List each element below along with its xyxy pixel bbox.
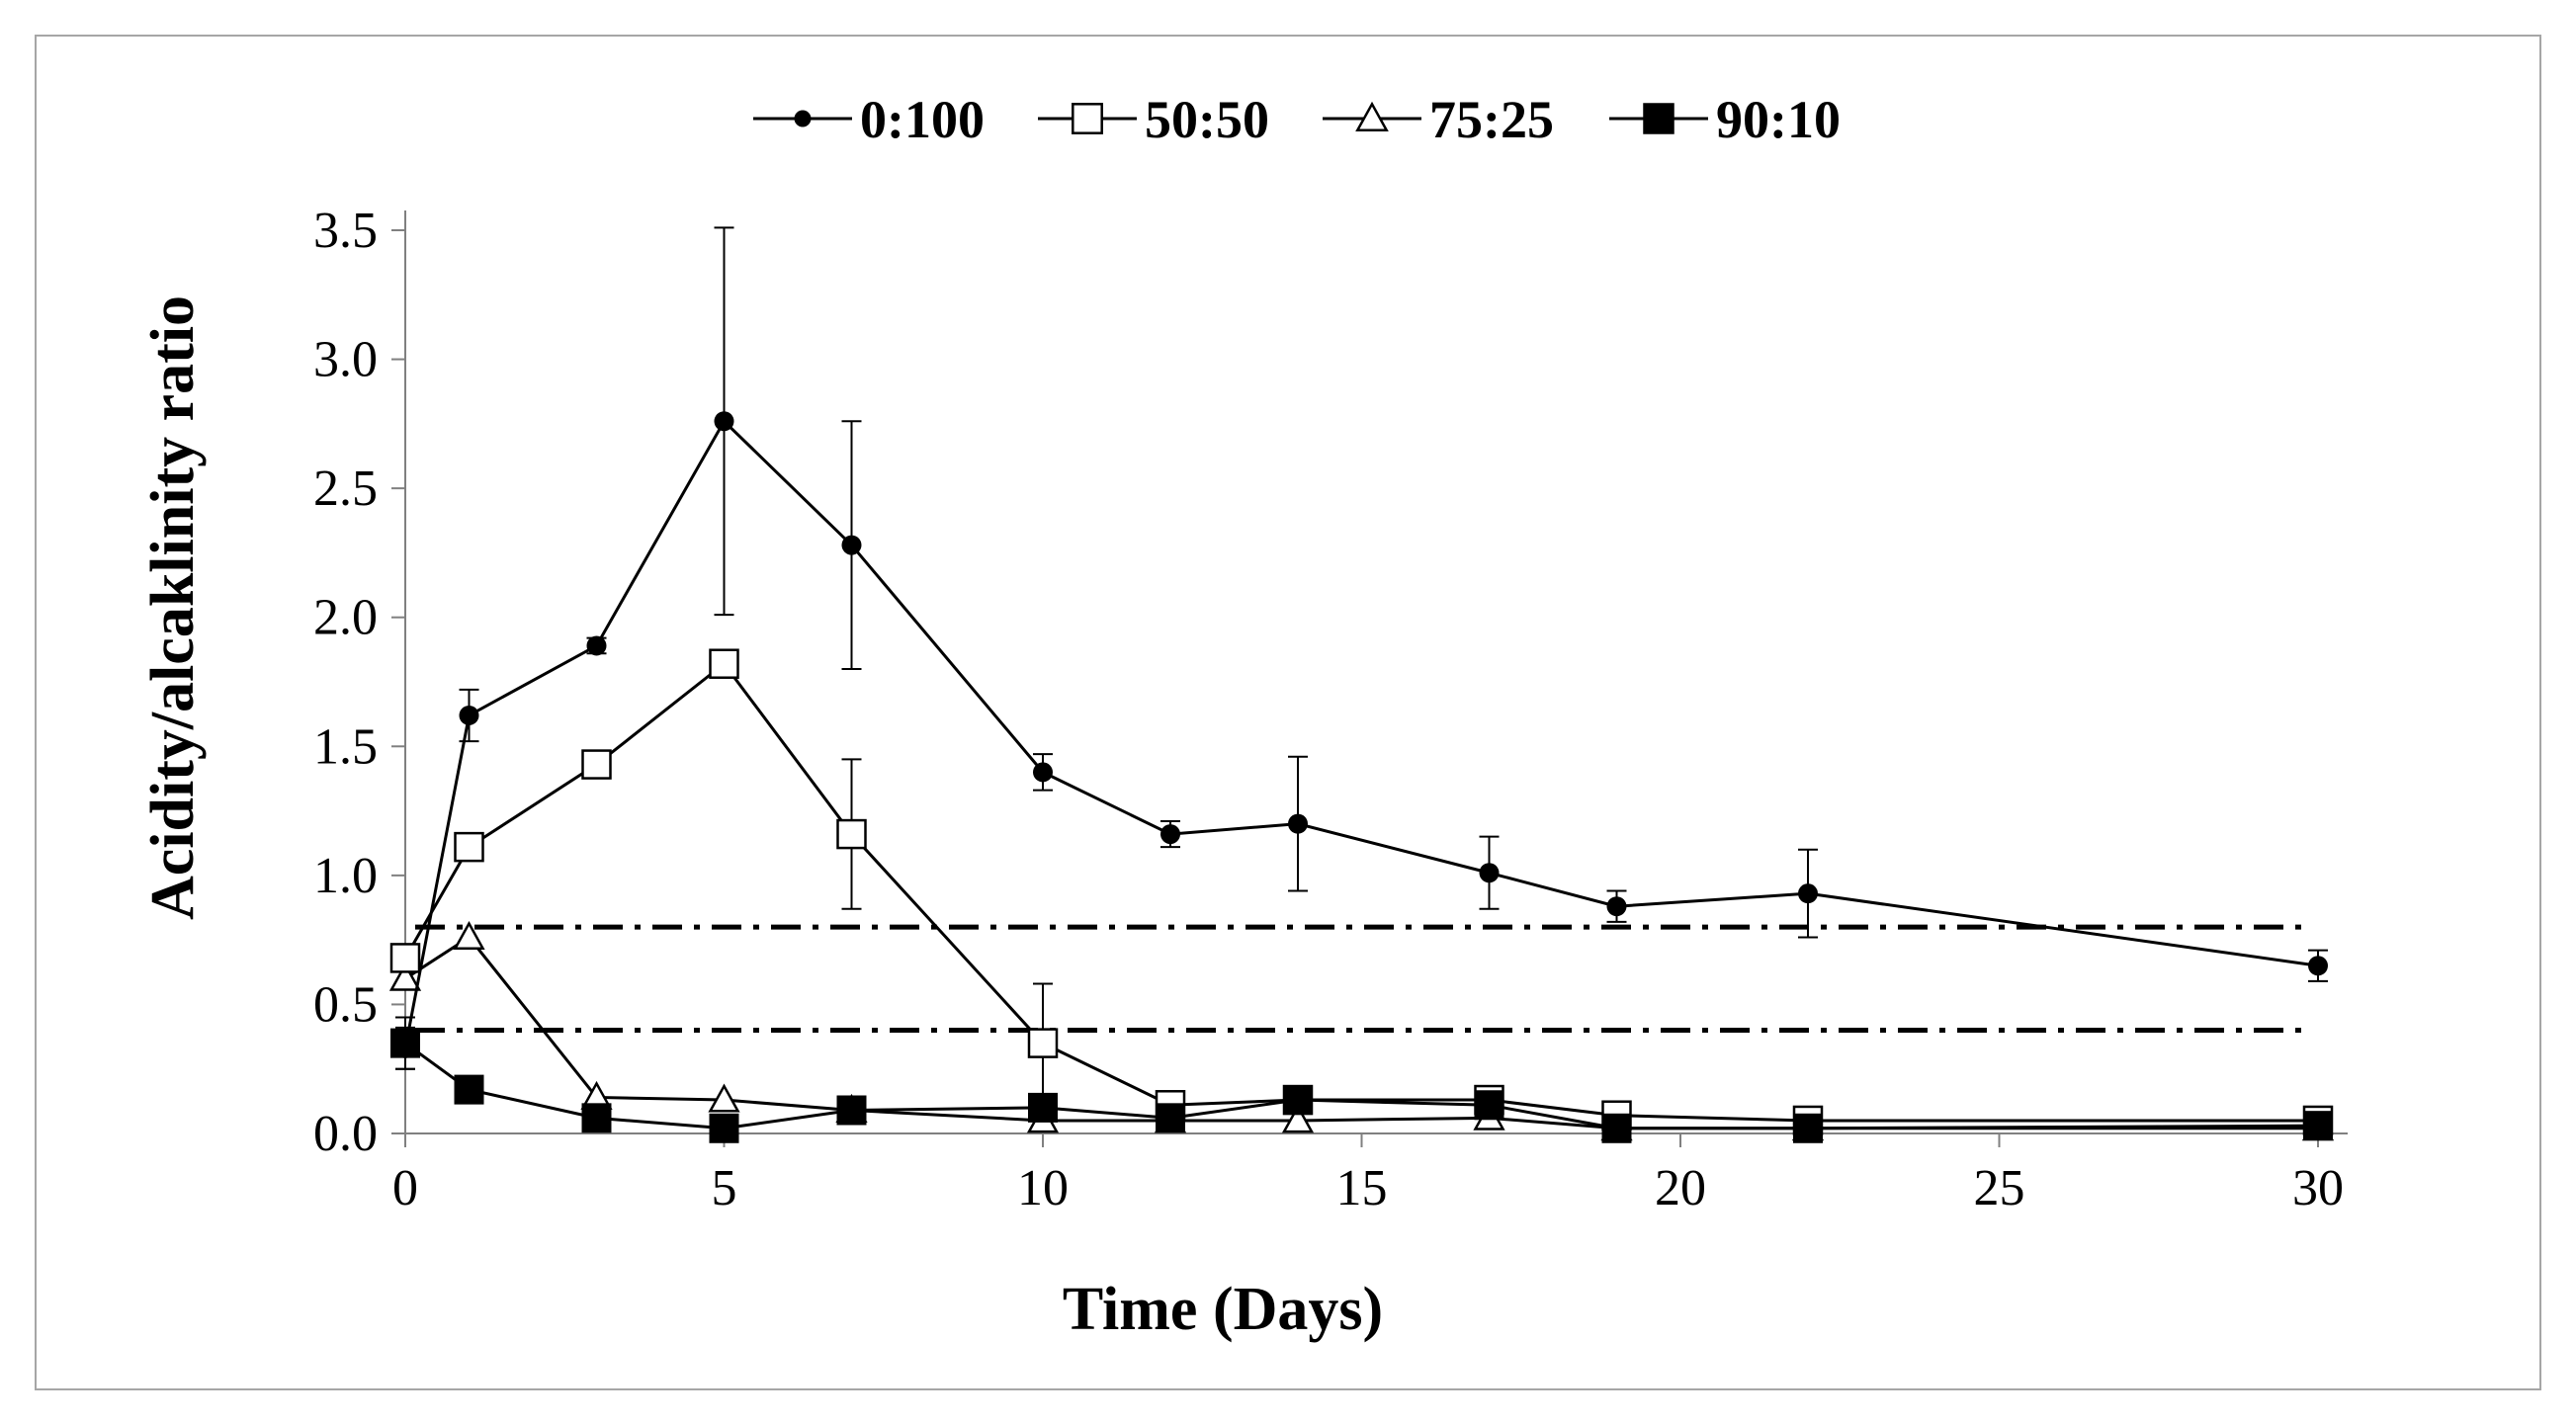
x-tick-label: 5 xyxy=(712,1160,737,1216)
x-tick-label: 20 xyxy=(1655,1160,1706,1216)
reference-lines xyxy=(415,924,2308,1034)
data-point xyxy=(1033,762,1053,783)
data-point xyxy=(2308,956,2328,976)
legend-marker xyxy=(1355,101,1389,132)
y-tick-label: 0.0 xyxy=(313,1106,378,1162)
data-point xyxy=(454,831,484,863)
data-point xyxy=(709,1113,739,1143)
data-point xyxy=(1601,1113,1632,1143)
data-point xyxy=(453,920,485,950)
y-tick-label: 2.5 xyxy=(313,461,378,517)
x-tick-label: 15 xyxy=(1336,1160,1388,1216)
data-point xyxy=(1027,1028,1059,1058)
series-layer xyxy=(388,226,2335,1143)
data-point xyxy=(1281,1104,1315,1133)
data-point xyxy=(1474,1090,1504,1121)
legend-item-0-100: 0:100 xyxy=(753,90,985,149)
data-point xyxy=(459,705,479,725)
data-point xyxy=(1156,1103,1185,1133)
y-tick-label: 3.5 xyxy=(313,203,378,259)
y-tick-label: 0.5 xyxy=(313,976,378,1033)
legend-item-50-50: 50:50 xyxy=(1038,90,1269,149)
legend-label: 75:25 xyxy=(1429,90,1554,149)
legend-marker xyxy=(1643,103,1674,134)
data-point xyxy=(586,635,607,656)
data-point xyxy=(581,1103,612,1133)
data-point xyxy=(714,411,734,432)
x-tick-label: 0 xyxy=(392,1160,418,1216)
axes: 0.0 0.5 1.0 1.5 2.0 2.5 3.0 3.5 0 5 10 15 20 25 30 xyxy=(313,203,2348,1216)
x-tick-label: 10 xyxy=(1017,1160,1069,1216)
legend-label: 0:100 xyxy=(860,90,985,149)
data-point xyxy=(581,749,612,780)
data-point xyxy=(1479,863,1500,883)
y-axis-title: Acidity/alcaklinity ratio xyxy=(139,295,207,920)
data-point xyxy=(1160,824,1180,845)
chart-frame xyxy=(35,35,2541,1390)
data-point xyxy=(1283,1085,1313,1116)
data-point xyxy=(1793,1113,1823,1143)
legend-label: 90:10 xyxy=(1716,90,1841,149)
x-axis-title: Time (Days) xyxy=(1063,1276,1383,1343)
legend-label: 50:50 xyxy=(1145,90,1269,149)
data-point xyxy=(1028,1092,1058,1123)
legend-marker xyxy=(794,110,812,127)
legend-item-90-10: 90:10 xyxy=(1609,90,1841,149)
x-tick-label: 30 xyxy=(2292,1160,2344,1216)
data-point xyxy=(1798,883,1818,904)
data-point xyxy=(1606,896,1627,917)
y-tick-label: 1.0 xyxy=(313,848,378,904)
data-point xyxy=(454,1074,484,1105)
series-line xyxy=(404,1042,2319,1131)
data-point xyxy=(388,962,422,991)
data-point xyxy=(836,818,867,850)
series-line xyxy=(403,661,2318,1123)
legend: 0:100 50:50 75:25 90:10 xyxy=(753,90,1841,149)
legend-item-75-25: 75:25 xyxy=(1323,90,1554,149)
data-point xyxy=(836,1095,867,1126)
data-point xyxy=(2303,1111,2333,1141)
y-tick-label: 3.0 xyxy=(313,332,378,388)
data-point xyxy=(709,648,739,679)
series-line xyxy=(403,418,2319,1049)
data-point xyxy=(389,943,421,973)
series-90-10 xyxy=(390,1016,2333,1143)
y-tick-label: 1.5 xyxy=(313,718,378,775)
data-point xyxy=(708,1083,740,1113)
series-50-50 xyxy=(389,648,2334,1136)
series-0-100 xyxy=(395,226,2328,1070)
data-point xyxy=(395,1038,415,1058)
legend-marker xyxy=(1072,103,1103,134)
x-tick-label: 25 xyxy=(1974,1160,2025,1216)
y-tick-label: 2.0 xyxy=(313,590,378,646)
data-point xyxy=(1288,813,1308,834)
data-point xyxy=(841,535,862,555)
